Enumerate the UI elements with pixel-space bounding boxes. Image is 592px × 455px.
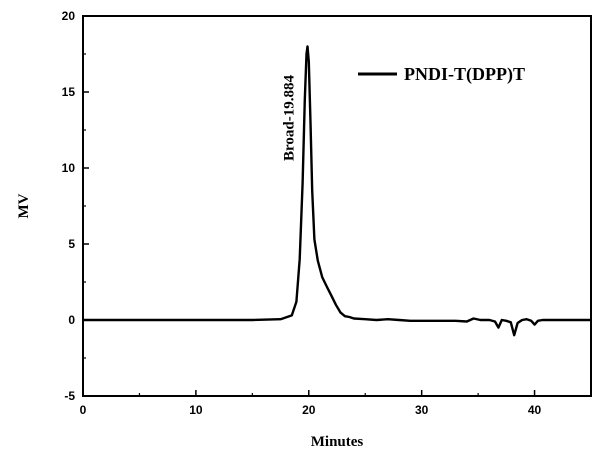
peak-annotation: Broad-19.884 — [281, 75, 297, 161]
x-tick-label: 30 — [415, 403, 429, 417]
series-line — [83, 45, 591, 337]
x-tick-label: 20 — [302, 403, 316, 417]
y-tick-label: 10 — [62, 161, 76, 175]
y-tick-label: 15 — [62, 85, 76, 99]
y-tick-label: -5 — [64, 389, 75, 403]
y-axis-title: MV — [16, 193, 32, 218]
x-axis-title: Minutes — [311, 434, 364, 450]
x-tick-label: 10 — [189, 403, 203, 417]
y-tick-label: 20 — [62, 9, 76, 23]
legend-label: PNDI-T(DPP)T — [404, 64, 525, 85]
y-tick-label: 5 — [68, 237, 75, 251]
x-tick-label: 0 — [80, 403, 87, 417]
x-tick-label: 40 — [528, 403, 542, 417]
y-tick-label: 0 — [68, 313, 75, 327]
